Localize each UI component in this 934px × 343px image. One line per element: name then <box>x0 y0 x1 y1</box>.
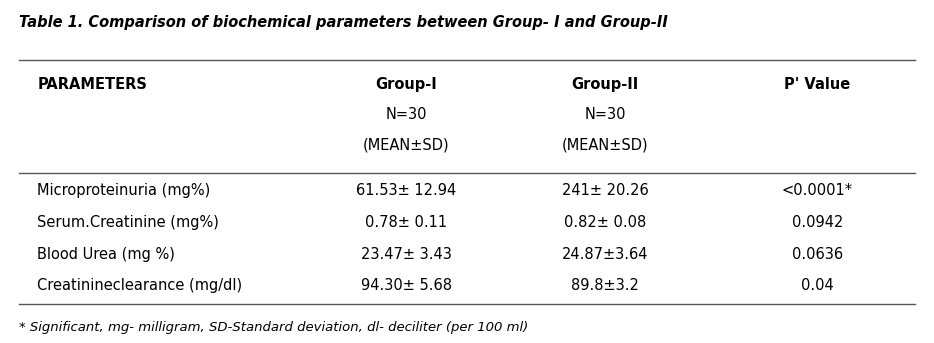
Text: 89.8±3.2: 89.8±3.2 <box>572 279 639 294</box>
Text: Table 1. Comparison of biochemical parameters between Group- I and Group-II: Table 1. Comparison of biochemical param… <box>19 15 668 31</box>
Text: 241± 20.26: 241± 20.26 <box>562 183 648 198</box>
Text: (MEAN±SD): (MEAN±SD) <box>363 138 449 152</box>
Text: Blood Urea (mg %): Blood Urea (mg %) <box>37 247 176 262</box>
Text: 61.53± 12.94: 61.53± 12.94 <box>356 183 457 198</box>
Text: N=30: N=30 <box>585 107 626 122</box>
Text: 23.47± 3.43: 23.47± 3.43 <box>361 247 452 262</box>
Text: 0.82± 0.08: 0.82± 0.08 <box>564 215 646 230</box>
Text: 24.87±3.64: 24.87±3.64 <box>562 247 648 262</box>
Text: 0.78± 0.11: 0.78± 0.11 <box>365 215 447 230</box>
Text: 0.04: 0.04 <box>800 279 834 294</box>
Text: 94.30± 5.68: 94.30± 5.68 <box>361 279 452 294</box>
Text: * Significant, mg- milligram, SD-Standard deviation, dl- deciliter (per 100 ml): * Significant, mg- milligram, SD-Standar… <box>19 321 528 334</box>
Text: Group-II: Group-II <box>572 78 639 92</box>
Text: Group-I: Group-I <box>375 78 437 92</box>
Text: 0.0636: 0.0636 <box>792 247 842 262</box>
Text: Serum.Creatinine (mg%): Serum.Creatinine (mg%) <box>37 215 219 230</box>
Text: (MEAN±SD): (MEAN±SD) <box>562 138 648 152</box>
Text: 0.0942: 0.0942 <box>791 215 843 230</box>
Text: Creatinineclearance (mg/dl): Creatinineclearance (mg/dl) <box>37 279 243 294</box>
Text: N=30: N=30 <box>386 107 427 122</box>
Text: PARAMETERS: PARAMETERS <box>37 78 148 92</box>
Text: P' Value: P' Value <box>785 78 850 92</box>
Text: Microproteinuria (mg%): Microproteinuria (mg%) <box>37 183 210 198</box>
Text: <0.0001*: <0.0001* <box>782 183 853 198</box>
